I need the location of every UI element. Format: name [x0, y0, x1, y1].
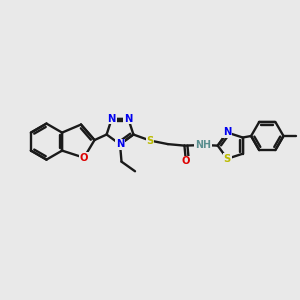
Text: N: N [107, 114, 116, 124]
Text: NH: NH [195, 140, 211, 150]
Text: O: O [182, 156, 190, 166]
Text: N: N [124, 114, 133, 124]
Text: N: N [116, 139, 124, 149]
Text: N: N [223, 128, 231, 137]
Text: S: S [224, 154, 231, 164]
Text: O: O [80, 153, 88, 163]
Text: S: S [146, 136, 154, 146]
